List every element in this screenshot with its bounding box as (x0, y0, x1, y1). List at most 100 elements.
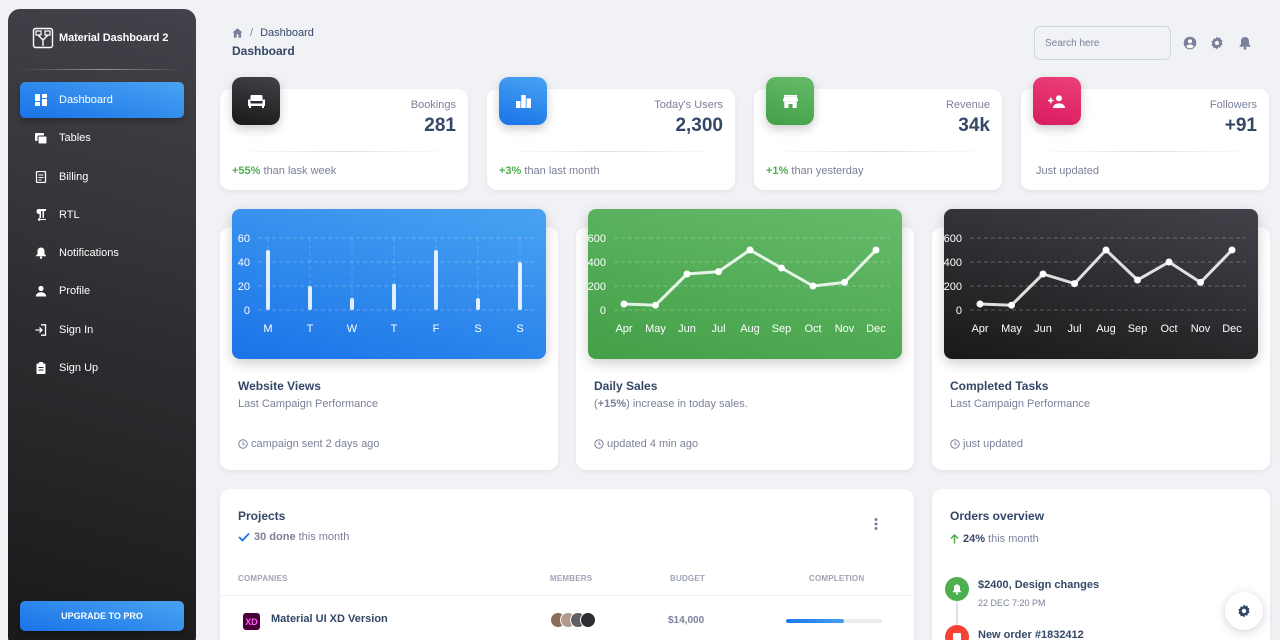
sidebar-item-sign-in[interactable]: Sign In (20, 312, 184, 348)
stat-divider (1033, 151, 1257, 152)
completed-tasks-chart: 0 200 400 600 Apr May Jun Jul Aug Sep Oct Nov Dec (944, 233, 1246, 335)
x-tick-label: W (347, 323, 358, 335)
sidebar-item-sign-up[interactable]: Sign Up (20, 350, 184, 386)
chart-point (1228, 246, 1236, 254)
chart-bar (518, 262, 522, 310)
project-name[interactable]: Material UI XD Version (271, 613, 388, 625)
column-header: MEMBERS (550, 574, 593, 583)
leaderboard-icon (499, 77, 547, 125)
stat-delta: +55% (232, 165, 261, 177)
stat-label: Revenue (945, 99, 990, 111)
sidebar-item-billing[interactable]: Billing (20, 159, 184, 195)
chart-card-completed-tasks: 0 200 400 600 Apr May Jun Jul Aug Sep Oct Nov Dec Co… (932, 209, 1270, 470)
chart-point (976, 300, 984, 308)
orders-title: Orders overview (950, 509, 1045, 523)
timeline-title: $2400, Design changes (978, 579, 1100, 591)
chart-subtitle: (+15%) increase in today sales. (594, 398, 748, 410)
chart-point (620, 300, 628, 308)
stat-divider (232, 151, 456, 152)
more-vert-icon[interactable] (870, 517, 882, 531)
stat-value: +91 (1224, 115, 1257, 136)
x-tick-label: Oct (1160, 323, 1177, 335)
x-tick-label: Nov (1191, 323, 1211, 335)
notifications-icon[interactable] (1238, 36, 1252, 50)
login-icon (34, 323, 47, 336)
sidebar-item-notifications[interactable]: Notifications (20, 235, 184, 271)
daily-sales-chart: 0 200 400 600 Apr May Jun Jul Aug Sep Oct Nov Dec (588, 233, 890, 335)
x-tick-label: Nov (835, 323, 855, 335)
stat-card-revenue: Revenue 34k +1% than yesterday (754, 77, 1002, 190)
stat-footer: +55% than lask week (232, 165, 336, 177)
sidebar-item-label: Tables (59, 132, 91, 145)
x-tick-label: Dec (1222, 323, 1242, 335)
sidebar-item-label: RTL (59, 208, 80, 221)
chart-bar (476, 298, 480, 310)
stat-card-users: Today's Users 2,300 +3% than last month (487, 77, 735, 190)
sidebar-item-label: Notifications (59, 247, 119, 260)
y-tick-label: 0 (244, 305, 250, 317)
sidebar-item-profile[interactable]: Profile (20, 273, 184, 309)
chart-box: 0 200 400 600 Apr May Jun Jul Aug Sep Oct Nov Dec (944, 209, 1258, 359)
x-tick-label: Jul (711, 323, 725, 335)
sidebar-item-dashboard[interactable]: Dashboard (20, 82, 184, 118)
breadcrumb: / Dashboard (232, 27, 314, 39)
sidebar-item-tables[interactable]: Tables (20, 120, 184, 156)
projects-title: Projects (238, 509, 286, 523)
x-tick-label: Sep (1128, 323, 1148, 335)
chart-point (778, 264, 785, 272)
receipt-icon (34, 170, 47, 183)
avatar[interactable] (580, 612, 596, 628)
stat-delta: +1% (766, 165, 789, 177)
assignment-icon (34, 362, 47, 375)
y-tick-label: 600 (944, 233, 962, 245)
dashboard-icon (34, 94, 47, 107)
y-tick-label: 600 (588, 233, 606, 245)
stat-card-followers: Followers +91 Just updated (1021, 77, 1269, 190)
sidebar-item-label: Dashboard (59, 94, 113, 106)
table-icon (34, 132, 47, 145)
home-icon[interactable] (232, 28, 243, 38)
sidebar-item-rtl[interactable]: RTL (20, 197, 184, 233)
chart-box: 0 200 400 600 Apr May Jun Jul Aug Sep Oct Nov Dec (588, 209, 902, 359)
chart-point (1165, 258, 1173, 266)
chart-point (1134, 276, 1141, 284)
x-tick-label: S (474, 323, 481, 335)
timeline-line (956, 589, 958, 640)
bell-icon (34, 247, 47, 260)
x-tick-label: Aug (1096, 323, 1116, 335)
brand-logo-icon (32, 27, 54, 49)
settings-icon[interactable] (1210, 36, 1224, 50)
x-tick-label: May (645, 323, 666, 335)
stat-footer-text: than lask week (260, 165, 337, 177)
column-header: COMPLETION (809, 574, 865, 583)
chart-box: 0 20 40 60 M T W T F S S (232, 209, 546, 359)
chart-point (1008, 301, 1015, 309)
x-tick-label: T (391, 323, 398, 335)
y-tick-label: 0 (956, 305, 962, 317)
clock-icon (238, 439, 248, 449)
chart-footer-text: updated 4 min ago (607, 438, 699, 450)
brand[interactable]: Material Dashboard 2 (8, 9, 196, 67)
chart-footer-text: just updated (963, 438, 1023, 450)
search-input[interactable] (1034, 26, 1171, 60)
column-header: BUDGET (670, 574, 705, 583)
code-icon (945, 625, 969, 640)
brand-name: Material Dashboard 2 (59, 32, 169, 44)
orders-growth-suffix: this month (988, 533, 1039, 545)
clock-icon (950, 439, 960, 449)
upgrade-button[interactable]: UPGRADE TO PRO (20, 601, 184, 631)
projects-done-count: 30 done (254, 531, 296, 543)
chart-footer: campaign sent 2 days ago (238, 438, 379, 450)
projects-card: Projects 30 done this month COMPANIES ME… (220, 489, 914, 640)
configurator-button[interactable] (1225, 592, 1263, 630)
chart-point (1197, 278, 1204, 286)
orders-overview-card: Orders overview 24% this month $2400, De… (932, 489, 1270, 640)
chart-point (683, 270, 691, 278)
stat-divider (766, 151, 990, 152)
x-tick-label: Sep (772, 323, 792, 335)
stat-label: Followers (1209, 99, 1257, 111)
account-icon[interactable] (1183, 36, 1197, 50)
chart-series-line (623, 248, 878, 307)
breadcrumb-current: Dashboard (260, 27, 314, 39)
chart-point (652, 301, 659, 309)
